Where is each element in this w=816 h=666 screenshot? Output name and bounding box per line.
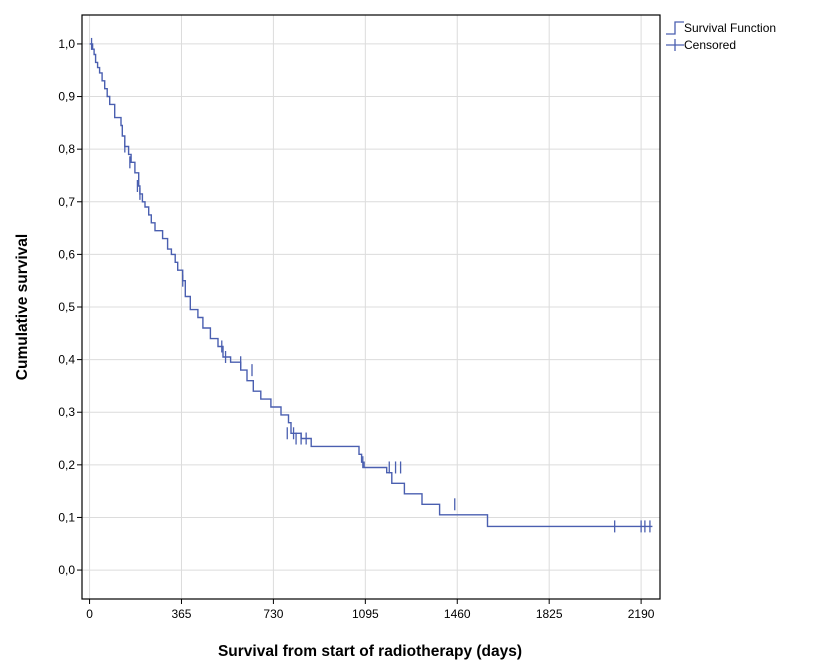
legend: Survival Function Censored [666, 21, 776, 52]
legend-censored-label: Censored [684, 38, 736, 52]
y-tick-label: 0,0 [58, 563, 75, 577]
x-tick-label: 0 [86, 607, 93, 621]
x-tick-label: 365 [171, 607, 191, 621]
y-tick-label: 0,2 [58, 458, 75, 472]
y-tick-label: 0,6 [58, 247, 75, 261]
y-tick-label: 0,3 [58, 405, 75, 419]
censor-marks [90, 37, 651, 533]
y-tick-label: 0,5 [58, 300, 75, 314]
y-tick-label: 0,8 [58, 142, 75, 156]
series-layer [89, 43, 653, 528]
y-tick-label: 0,1 [58, 510, 75, 524]
x-tick-label: 2190 [628, 607, 655, 621]
x-axis-title: Survival from start of radiotherapy (day… [218, 643, 522, 660]
y-tick-label: 0,4 [58, 353, 75, 367]
y-axis-title: Cumulative survival [14, 234, 31, 380]
grid-lines [82, 15, 660, 599]
x-tick-label: 1825 [536, 607, 563, 621]
x-tick-label: 1095 [352, 607, 379, 621]
y-tick-label: 0,9 [58, 90, 75, 104]
x-axis: 0 365 730 1095 1460 1825 2190 [86, 599, 655, 621]
x-tick-label: 1460 [444, 607, 471, 621]
legend-survival-swatch [666, 21, 684, 35]
y-tick-label: 0,7 [58, 195, 75, 209]
y-axis: 0,0 0,1 0,2 0,3 0,4 0,5 0,6 0,7 0,8 0,9 1,0 [58, 37, 82, 577]
survival-function-line [89, 43, 653, 528]
y-tick-label: 1,0 [58, 37, 75, 51]
legend-survival-label: Survival Function [684, 21, 776, 35]
x-tick-label: 730 [263, 607, 283, 621]
